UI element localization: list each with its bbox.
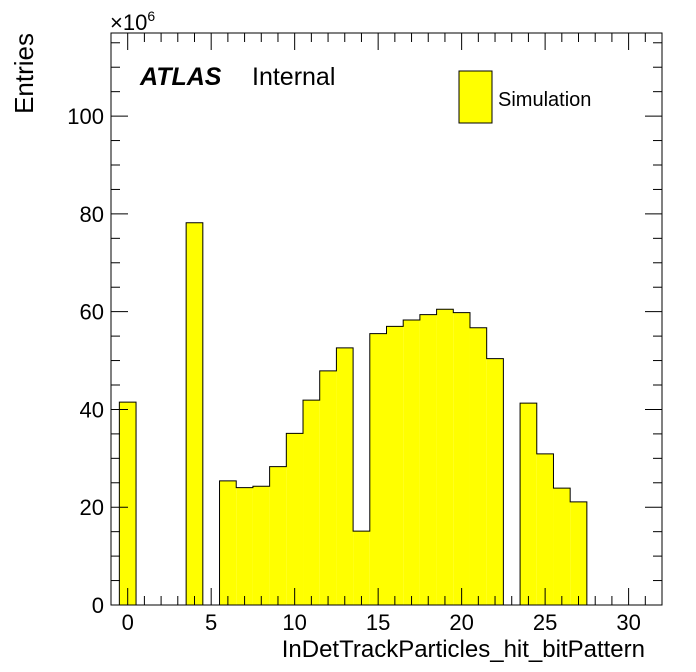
histogram-bar xyxy=(520,403,537,605)
atlas-label: ATLAS xyxy=(139,63,222,91)
y-tick-label: 60 xyxy=(80,300,104,325)
histogram-bar xyxy=(336,347,354,605)
histogram-bar xyxy=(369,333,387,605)
x-tick-label: 15 xyxy=(366,610,390,635)
y-tick-label: 20 xyxy=(80,495,104,520)
x-axis-label: InDetTrackParticles_hit_bitPattern xyxy=(282,636,645,663)
histogram-bar xyxy=(469,327,487,605)
y-multiplier-base: ×10 xyxy=(110,10,147,35)
legend-label: Simulation xyxy=(498,89,591,111)
legend-swatch xyxy=(458,70,493,124)
histogram-bar xyxy=(119,402,137,605)
y-tick-label: 0 xyxy=(92,593,104,618)
plot-frame xyxy=(110,32,663,606)
x-tick-label: 20 xyxy=(449,610,473,635)
histogram-bar xyxy=(252,486,270,605)
histogram-bar xyxy=(319,370,337,605)
histogram-bar xyxy=(453,312,470,605)
y-multiplier: ×106 xyxy=(110,8,155,35)
y-tick-label: 40 xyxy=(80,397,104,422)
histogram-bar xyxy=(536,453,554,605)
y-axis-label: Entries xyxy=(9,33,39,114)
histogram-bar xyxy=(236,487,253,605)
x-tick-label: 5 xyxy=(205,610,217,635)
histogram-bar xyxy=(269,466,287,605)
y-multiplier-exponent: 6 xyxy=(147,8,155,24)
histogram-bar xyxy=(386,326,404,605)
internal-label: Internal xyxy=(252,63,335,91)
histogram-bar xyxy=(570,501,587,605)
histogram-bar xyxy=(219,480,237,605)
y-tick-label: 100 xyxy=(67,104,104,129)
histogram-bars xyxy=(118,222,654,606)
x-tick-label: 25 xyxy=(533,610,557,635)
x-tick-label: 30 xyxy=(616,610,640,635)
x-tick-label: 10 xyxy=(282,610,306,635)
histogram-bar xyxy=(303,400,320,605)
x-tick-label: 0 xyxy=(122,610,134,635)
axis-ticks xyxy=(110,33,663,606)
histogram-bar xyxy=(186,222,203,605)
histogram-bar xyxy=(486,358,504,605)
y-tick-label: 80 xyxy=(80,202,104,227)
histogram-bar xyxy=(419,314,437,605)
tick-labels: 0 5 10 15 20 25 30 0 20 40 60 80 100 xyxy=(67,104,641,635)
histogram-bar xyxy=(553,488,571,605)
histogram-bar xyxy=(436,309,454,605)
histogram-bar xyxy=(353,531,370,605)
histogram-bar xyxy=(286,433,304,605)
histogram-bar xyxy=(403,319,420,605)
